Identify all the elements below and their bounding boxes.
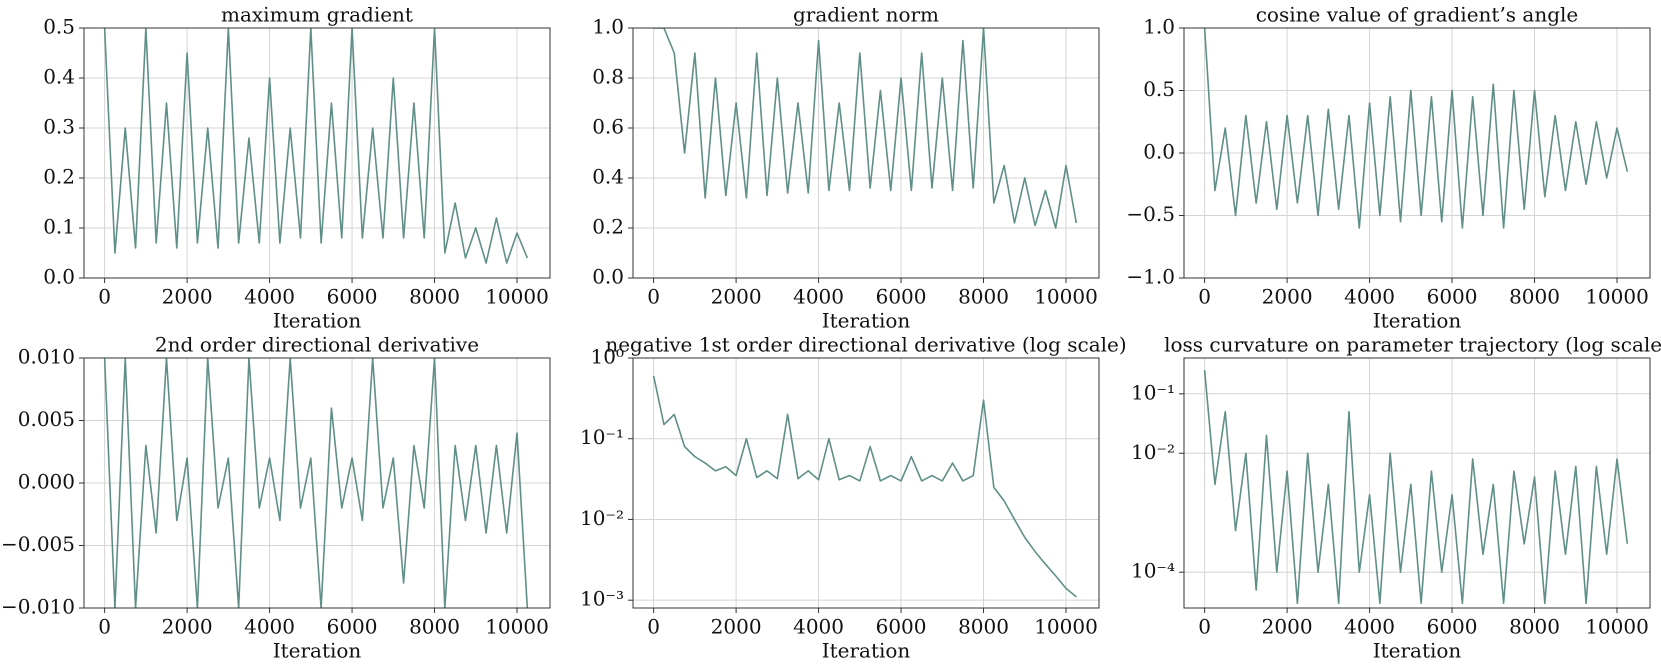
y-tick-label: −0.010	[1, 595, 75, 619]
x-axis-label: Iteration	[822, 639, 911, 663]
y-tick-label: 0.8	[592, 65, 624, 89]
x-tick-label: 10000	[485, 285, 549, 309]
y-tick-label: 0.6	[592, 115, 624, 139]
x-axis-label: Iteration	[1373, 309, 1462, 333]
y-tick-label: 10⁻²	[580, 506, 624, 530]
x-tick-label: 6000	[327, 285, 378, 309]
x-tick-label: 0	[1198, 615, 1211, 639]
x-tick-label: 4000	[244, 285, 295, 309]
x-tick-label: 8000	[409, 285, 460, 309]
x-tick-label: 2000	[711, 285, 762, 309]
axes-frame	[632, 27, 1100, 279]
x-axis-label: Iteration	[273, 639, 362, 663]
x-tick-label: 2000	[1262, 285, 1313, 309]
x-axis-label: Iteration	[1373, 639, 1462, 663]
x-tick-label: 4000	[793, 285, 844, 309]
y-tick-label: 0.5	[43, 15, 75, 39]
y-tick-label: 0.5	[1143, 77, 1175, 101]
y-tick-label: 10⁻³	[580, 587, 624, 611]
x-tick-label: 10000	[1585, 285, 1649, 309]
subplot-title: maximum gradient	[221, 3, 413, 27]
x-tick-label: 4000	[1344, 285, 1395, 309]
plot-area	[103, 28, 529, 264]
data-line	[103, 28, 529, 264]
data-line	[103, 358, 529, 608]
x-tick-label: 0	[1198, 285, 1211, 309]
subplot-title: negative 1st order directional derivativ…	[605, 333, 1126, 357]
x-tick-label: 0	[98, 285, 111, 309]
plot-area	[1203, 370, 1629, 605]
y-tick-label: −0.005	[1, 532, 75, 556]
x-tick-label: 4000	[1344, 615, 1395, 639]
x-tick-label: 2000	[162, 615, 213, 639]
data-line	[652, 375, 1077, 598]
subplot-title: gradient norm	[793, 3, 939, 27]
y-tick-label: −0.5	[1126, 202, 1175, 226]
y-tick-label: 10⁻²	[1131, 440, 1175, 464]
y-tick-label: 0.010	[18, 345, 75, 369]
x-tick-label: 6000	[876, 615, 927, 639]
plot-area	[653, 28, 1078, 229]
y-tick-label: 10⁰	[591, 345, 624, 369]
x-tick-label: 8000	[1509, 285, 1560, 309]
y-tick-label: 0.4	[43, 65, 75, 89]
x-tick-label: 10000	[1585, 615, 1649, 639]
x-tick-label: 10000	[1034, 285, 1098, 309]
y-tick-label: 0.3	[43, 115, 75, 139]
x-tick-label: 6000	[1427, 615, 1478, 639]
axes-frame	[1183, 357, 1651, 609]
x-tick-label: 6000	[327, 615, 378, 639]
x-axis-label: Iteration	[273, 309, 362, 333]
x-tick-label: 4000	[793, 615, 844, 639]
y-tick-label: −1.0	[1126, 265, 1175, 289]
y-tick-label: 0.0	[1143, 140, 1175, 164]
axes-frame	[83, 357, 551, 609]
x-tick-label: 8000	[1509, 615, 1560, 639]
x-tick-label: 8000	[958, 285, 1009, 309]
plot-area	[103, 358, 529, 608]
y-tick-label: 10⁻⁴	[1131, 559, 1175, 583]
plot-area	[652, 375, 1077, 598]
y-tick-label: 0.2	[592, 215, 624, 239]
y-tick-label: 0.005	[18, 407, 75, 431]
y-tick-label: 0.4	[592, 165, 624, 189]
x-tick-label: 8000	[409, 615, 460, 639]
subplot-title: cosine value of gradient’s angle	[1256, 3, 1579, 27]
x-tick-label: 2000	[711, 615, 762, 639]
x-tick-label: 0	[647, 285, 660, 309]
data-line	[1203, 28, 1629, 229]
x-tick-label: 10000	[1034, 615, 1098, 639]
y-tick-label: 1.0	[592, 15, 624, 39]
y-tick-label: 0.1	[43, 215, 75, 239]
x-axis-label: Iteration	[822, 309, 911, 333]
x-tick-label: 10000	[485, 615, 549, 639]
subplot-title: 2nd order directional derivative	[155, 333, 479, 357]
y-tick-label: 0.000	[18, 470, 75, 494]
y-tick-label: 10⁻¹	[580, 425, 624, 449]
y-tick-label: 1.0	[1143, 15, 1175, 39]
x-tick-label: 4000	[244, 615, 295, 639]
y-tick-label: 0.0	[592, 265, 624, 289]
axes-frame	[1183, 27, 1651, 279]
subplot-title: loss curvature on parameter trajectory (…	[1164, 333, 1661, 357]
data-line	[653, 28, 1078, 229]
x-tick-label: 6000	[1427, 285, 1478, 309]
axes-frame	[83, 27, 551, 279]
y-tick-label: 10⁻¹	[1131, 380, 1175, 404]
data-line	[1203, 370, 1629, 605]
x-tick-label: 2000	[162, 285, 213, 309]
y-tick-label: 0.2	[43, 165, 75, 189]
x-tick-label: 0	[98, 615, 111, 639]
axes-frame	[632, 357, 1100, 609]
y-tick-label: 0.0	[43, 265, 75, 289]
x-tick-label: 2000	[1262, 615, 1313, 639]
plot-area	[1203, 28, 1629, 229]
x-tick-label: 0	[647, 615, 660, 639]
x-tick-label: 6000	[876, 285, 927, 309]
x-tick-label: 8000	[958, 615, 1009, 639]
